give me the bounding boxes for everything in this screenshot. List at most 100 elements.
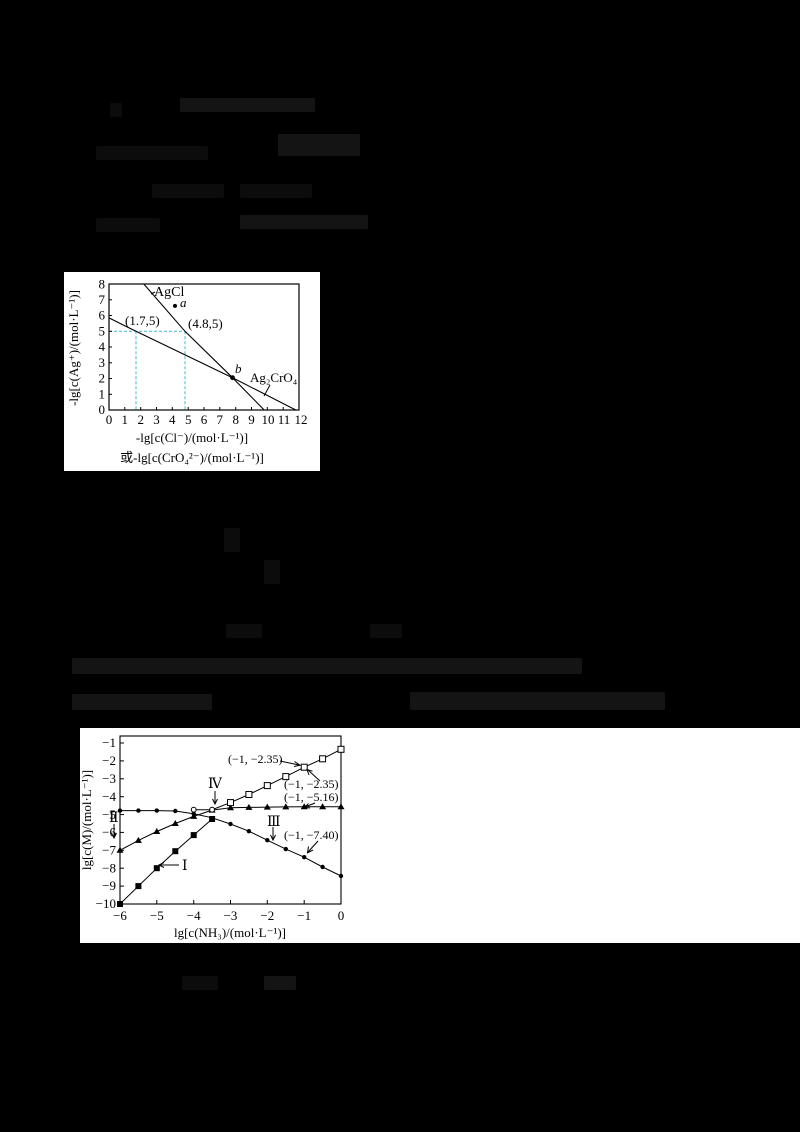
agcl-line [143,283,265,411]
svg-text:11: 11 [278,412,291,427]
obscured-text-line [264,560,280,584]
svg-text:−8: −8 [102,861,116,876]
x-ticks [156,900,305,904]
svg-text:3: 3 [99,355,106,370]
obscured-text-line [182,976,218,990]
series-IV-markers [190,745,345,813]
series-I-markers [117,816,216,907]
obscured-text-line [72,694,212,710]
x-tick-labels: −6 −5 −4 −3 −2 −1 0 [113,908,344,923]
series-I-label: Ⅰ [182,859,188,874]
agcl-label: AgCl [154,285,184,300]
x-axis-title-line1: -lg[c(Cl⁻)/(mol·L⁻¹)] [136,430,248,445]
svg-text:6: 6 [201,412,208,427]
svg-text:−4: −4 [187,908,201,923]
x-ticks [124,407,284,410]
svg-text:4: 4 [169,412,176,427]
obscured-text-line [240,215,368,229]
annotation-1-7-5: (1.7,5) [125,313,160,328]
svg-text:−5: −5 [102,807,116,822]
obscured-text-line [410,692,665,710]
svg-text:−6: −6 [113,908,127,923]
annotation-4-8-5: (4.8,5) [188,316,223,331]
svg-text:4: 4 [99,339,106,354]
svg-text:−5: −5 [150,908,164,923]
svg-text:−4: −4 [102,789,116,804]
y-ticks [109,299,112,395]
series-III-markers [117,808,344,879]
obscured-text-line [224,528,240,552]
svg-text:2: 2 [99,371,106,386]
svg-text:10: 10 [262,412,275,427]
svg-text:−7: −7 [102,843,116,858]
svg-text:2: 2 [137,412,144,427]
svg-text:0: 0 [106,412,113,427]
svg-text:5: 5 [99,324,106,339]
x-axis-title-line2: 或-lg[c(CrO₄²⁻)/(mol·L⁻¹)] [120,450,264,465]
series-I-line [119,818,213,905]
svg-text:−10: −10 [96,896,116,911]
svg-text:8: 8 [232,412,239,427]
svg-text:5: 5 [185,412,192,427]
svg-text:1: 1 [99,387,106,402]
svg-text:−3: −3 [224,908,238,923]
obscured-text-line [96,218,160,232]
point-b-marker [230,375,235,381]
chart-nh3-complexes: −1 −2 −3 −4 −5 −6 −7 −8 −9 −10 −6 −5 −4 −3 −2 −1 0 [79,728,800,943]
y-ticks [120,742,124,887]
obscured-text-line [370,624,402,638]
svg-text:8: 8 [99,277,106,292]
guide-lines [109,330,186,410]
svg-text:−1: −1 [102,735,116,750]
svg-text:−2: −2 [102,753,116,768]
annotation-minus1-minus2-35-b: (−1, −2.35) [284,777,339,791]
y-tick-labels: −1−2−3 −4−5−6 −7−8−9 −10 [96,735,117,911]
svg-text:3: 3 [153,412,160,427]
svg-text:0: 0 [338,908,345,923]
x-axis-title: lg[c(NH₃)/(mol·L⁻¹)] [174,925,286,940]
svg-text:7: 7 [99,292,106,307]
svg-text:9: 9 [248,412,255,427]
obscured-text-line [96,146,208,160]
y-axis-title: lg[c(M)/(mol·L⁻¹)] [80,770,94,870]
obscured-text-line [110,103,122,117]
series-IV-label: Ⅳ [208,777,223,792]
obscured-text-line [180,98,315,112]
annotation-minus1-minus5-16: (−1, −5.16) [284,790,339,804]
series-III-line [120,810,342,877]
point-b-label: b [235,361,242,376]
point-a-label: a [180,295,187,310]
obscured-text-line [264,976,296,990]
ag2cro4-leader [263,384,271,397]
obscured-text-line [72,658,582,674]
annotation-minus1-minus2-35-a: (−1, −2.35) [228,752,283,766]
svg-text:7: 7 [217,412,224,427]
obscured-text-line [278,134,360,156]
annotation-arrows [111,760,321,868]
obscured-text-line [152,184,224,198]
plot-frame [108,283,300,411]
y-axis-title: -lg[c(Ag⁺)/(mol·L⁻¹)] [66,290,81,406]
y-tick-labels: 012 345 678 [99,277,106,418]
svg-text:12: 12 [295,412,308,427]
svg-text:−3: −3 [102,771,116,786]
svg-text:1: 1 [122,412,128,427]
agcl-leader [150,291,156,295]
svg-text:−2: −2 [260,908,274,923]
svg-text:−1: −1 [297,908,311,923]
svg-text:−9: −9 [102,878,116,893]
ag2cro4-line [108,317,297,411]
obscured-text-line [226,624,262,638]
series-III-label: Ⅲ [267,815,281,830]
series-II-label: Ⅱ [109,811,119,826]
obscured-text-line [240,184,312,198]
annotation-minus1-minus7-40: (−1, −7.40) [284,828,339,842]
svg-text:6: 6 [99,308,106,323]
point-a-marker [173,303,177,308]
ag2cro4-label: Ag₂CrO₄ [250,370,298,385]
svg-text:0: 0 [99,402,106,417]
chart2-svg: −1−2−3 −4−5−6 −7−8−9 −10 −6 −5 −4 −3 −2 −1 0 [79,735,345,940]
